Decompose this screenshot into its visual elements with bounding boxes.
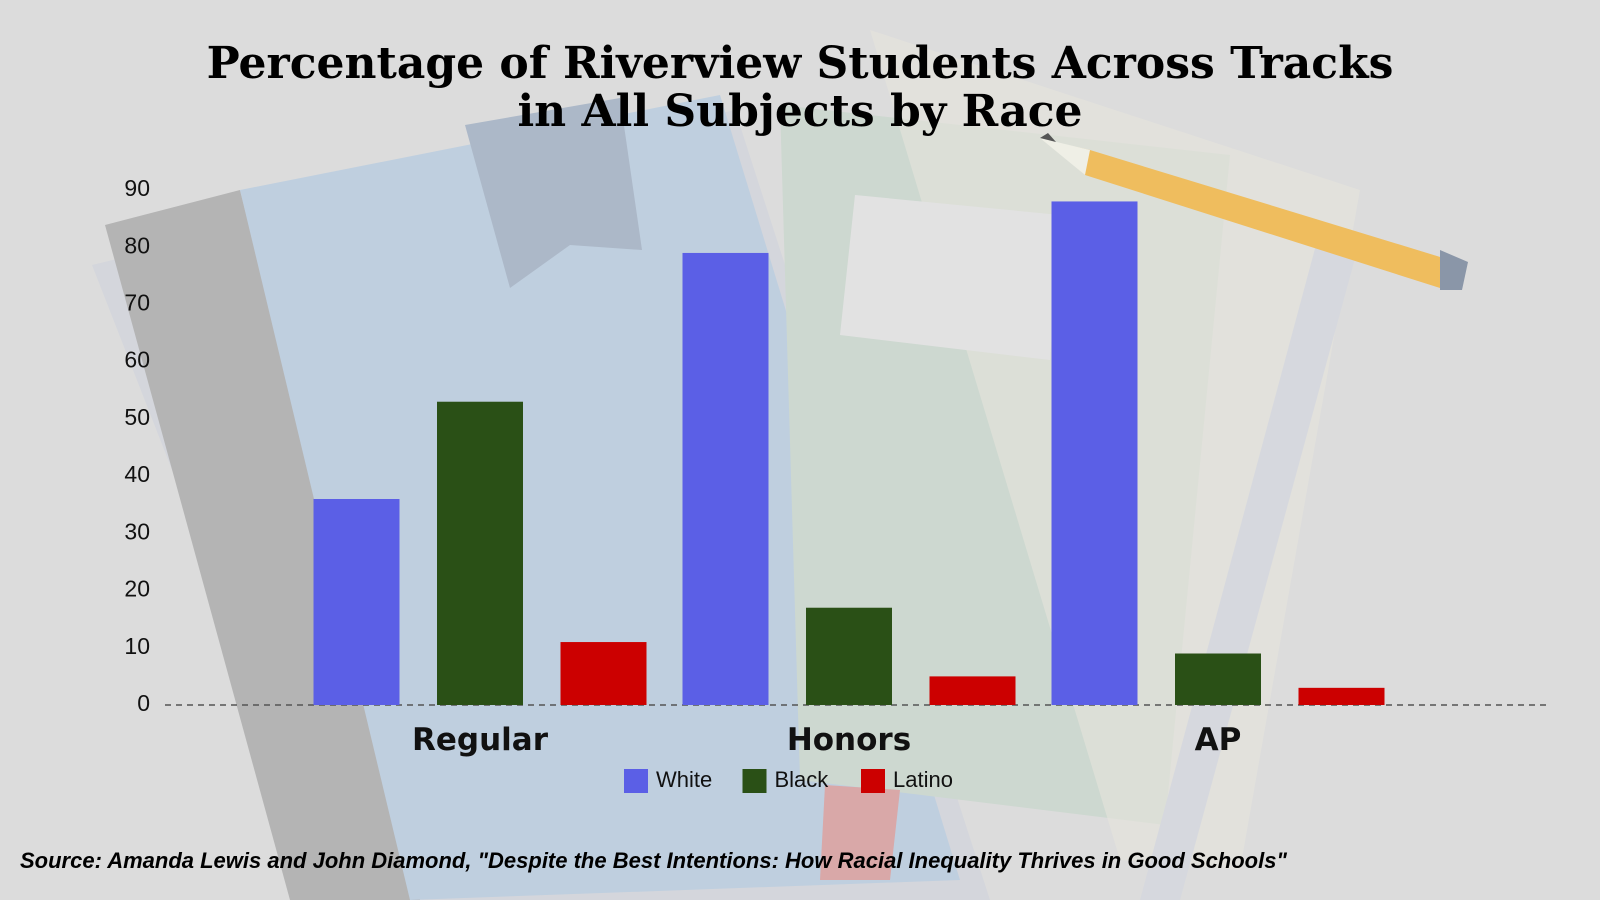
bar: [437, 401, 523, 705]
y-tick-label: 20: [124, 576, 150, 602]
y-tick-label: 80: [124, 232, 150, 258]
y-tick-label: 30: [124, 518, 150, 544]
bar: [1298, 687, 1385, 705]
bar: [560, 642, 647, 705]
bar: [1175, 653, 1261, 705]
y-tick-label: 10: [124, 633, 150, 659]
x-tick-label: Regular: [412, 722, 549, 758]
bar: [806, 607, 892, 705]
legend-swatch: [624, 769, 648, 793]
y-tick-label: 50: [124, 404, 150, 430]
x-tick-label: AP: [1195, 722, 1242, 758]
bar: [929, 676, 1016, 705]
y-tick-label: 60: [124, 347, 150, 373]
legend-label: White: [656, 767, 712, 792]
y-tick-label: 40: [124, 461, 150, 487]
bar: [313, 499, 400, 705]
legend-swatch: [861, 769, 885, 793]
y-tick-label: 70: [124, 290, 150, 316]
chart-title: Percentage of Riverview Students Across …: [207, 38, 1394, 89]
y-tick-label: 0: [137, 690, 150, 716]
bar: [682, 252, 769, 705]
bar: [1051, 201, 1138, 705]
x-tick-label: Honors: [787, 722, 911, 758]
legend-label: Black: [775, 767, 830, 792]
chart-title: in All Subjects by Race: [517, 86, 1082, 137]
y-tick-label: 90: [124, 175, 150, 201]
source-note: Source: Amanda Lewis and John Diamond, "…: [20, 848, 1287, 873]
legend-label: Latino: [893, 767, 953, 792]
legend-swatch: [742, 769, 767, 793]
